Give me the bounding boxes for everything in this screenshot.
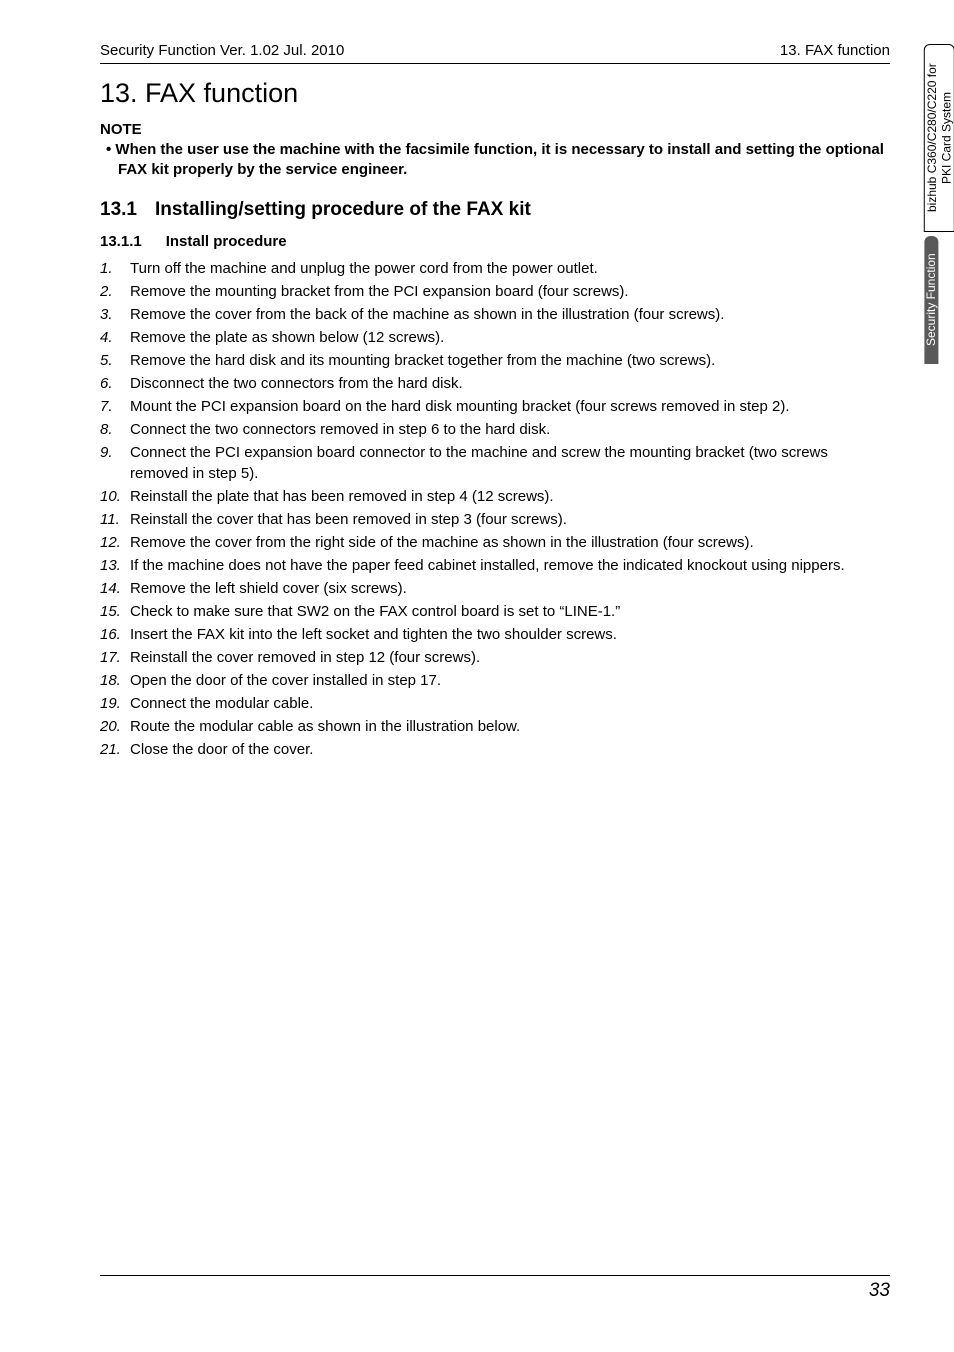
step-item: 13.If the machine does not have the pape… xyxy=(100,555,890,576)
step-number: 18. xyxy=(100,670,130,691)
step-item: 2.Remove the mounting bracket from the P… xyxy=(100,281,890,302)
step-number: 17. xyxy=(100,647,130,668)
step-number: 7. xyxy=(100,396,130,417)
step-number: 13. xyxy=(100,555,130,576)
footer-rule xyxy=(100,1275,890,1276)
subsection-heading: 13.1.1 Install procedure xyxy=(100,233,890,250)
note-text: When the user use the machine with the f… xyxy=(100,140,890,181)
section-heading: 13.1 Installing/setting procedure of the … xyxy=(100,199,890,221)
step-item: 12.Remove the cover from the right side … xyxy=(100,532,890,553)
step-number: 19. xyxy=(100,693,130,714)
step-item: 21.Close the door of the cover. xyxy=(100,739,890,760)
header-right: 13. FAX function xyxy=(780,42,890,59)
step-item: 11.Reinstall the cover that has been rem… xyxy=(100,509,890,530)
step-item: 17.Reinstall the cover removed in step 1… xyxy=(100,647,890,668)
step-item: 18.Open the door of the cover installed … xyxy=(100,670,890,691)
step-item: 3.Remove the cover from the back of the … xyxy=(100,304,890,325)
step-number: 5. xyxy=(100,350,130,371)
step-text: Close the door of the cover. xyxy=(130,739,890,760)
running-header: Security Function Ver. 1.02 Jul. 2010 13… xyxy=(100,42,890,63)
step-number: 16. xyxy=(100,624,130,645)
step-text: Mount the PCI expansion board on the har… xyxy=(130,396,890,417)
step-number: 3. xyxy=(100,304,130,325)
step-item: 9.Connect the PCI expansion board connec… xyxy=(100,442,890,484)
step-text: Remove the cover from the back of the ma… xyxy=(130,304,890,325)
step-text: Remove the left shield cover (six screws… xyxy=(130,578,890,599)
step-text: Turn off the machine and unplug the powe… xyxy=(130,258,890,279)
header-left: Security Function Ver. 1.02 Jul. 2010 xyxy=(100,42,344,59)
step-text: Open the door of the cover installed in … xyxy=(130,670,890,691)
step-text: Connect the two connectors removed in st… xyxy=(130,419,890,440)
step-item: 16.Insert the FAX kit into the left sock… xyxy=(100,624,890,645)
step-item: 5.Remove the hard disk and its mounting … xyxy=(100,350,890,371)
step-text: Reinstall the cover removed in step 12 (… xyxy=(130,647,890,668)
step-text: Disconnect the two connectors from the h… xyxy=(130,373,890,394)
step-number: 10. xyxy=(100,486,130,507)
footer: 33 xyxy=(100,1275,890,1302)
step-item: 4.Remove the plate as shown below (12 sc… xyxy=(100,327,890,348)
step-number: 6. xyxy=(100,373,130,394)
step-number: 14. xyxy=(100,578,130,599)
step-item: 8.Connect the two connectors removed in … xyxy=(100,419,890,440)
subsection-number: 13.1.1 xyxy=(100,233,142,250)
page-number: 33 xyxy=(100,1280,890,1302)
step-text: Route the modular cable as shown in the … xyxy=(130,716,890,737)
step-text: Remove the cover from the right side of … xyxy=(130,532,890,553)
page-body: Security Function Ver. 1.02 Jul. 2010 13… xyxy=(0,0,954,760)
step-number: 8. xyxy=(100,419,130,440)
note-label: NOTE xyxy=(100,121,890,138)
step-text: If the machine does not have the paper f… xyxy=(130,555,890,576)
section-title: Installing/setting procedure of the FAX … xyxy=(155,199,531,220)
step-text: Remove the plate as shown below (12 scre… xyxy=(130,327,890,348)
step-text: Remove the hard disk and its mounting br… xyxy=(130,350,890,371)
step-item: 6.Disconnect the two connectors from the… xyxy=(100,373,890,394)
step-number: 21. xyxy=(100,739,130,760)
step-number: 1. xyxy=(100,258,130,279)
section-number: 13.1 xyxy=(100,199,137,221)
step-number: 15. xyxy=(100,601,130,622)
step-item: 15.Check to make sure that SW2 on the FA… xyxy=(100,601,890,622)
step-number: 20. xyxy=(100,716,130,737)
step-item: 19.Connect the modular cable. xyxy=(100,693,890,714)
step-text: Check to make sure that SW2 on the FAX c… xyxy=(130,601,890,622)
step-number: 11. xyxy=(100,509,130,530)
step-item: 20.Route the modular cable as shown in t… xyxy=(100,716,890,737)
step-item: 10.Reinstall the plate that has been rem… xyxy=(100,486,890,507)
step-item: 1.Turn off the machine and unplug the po… xyxy=(100,258,890,279)
chapter-title: 13. FAX function xyxy=(100,78,890,109)
steps-list: 1.Turn off the machine and unplug the po… xyxy=(100,258,890,760)
step-text: Remove the mounting bracket from the PCI… xyxy=(130,281,890,302)
step-text: Insert the FAX kit into the left socket … xyxy=(130,624,890,645)
step-number: 12. xyxy=(100,532,130,553)
step-text: Connect the PCI expansion board connecto… xyxy=(130,442,890,484)
step-item: 7.Mount the PCI expansion board on the h… xyxy=(100,396,890,417)
step-number: 2. xyxy=(100,281,130,302)
step-number: 4. xyxy=(100,327,130,348)
step-item: 14.Remove the left shield cover (six scr… xyxy=(100,578,890,599)
subsection-title: Install procedure xyxy=(166,233,287,250)
step-text: Connect the modular cable. xyxy=(130,693,890,714)
step-text: Reinstall the cover that has been remove… xyxy=(130,509,890,530)
header-rule xyxy=(100,63,890,64)
step-number: 9. xyxy=(100,442,130,484)
step-text: Reinstall the plate that has been remove… xyxy=(130,486,890,507)
